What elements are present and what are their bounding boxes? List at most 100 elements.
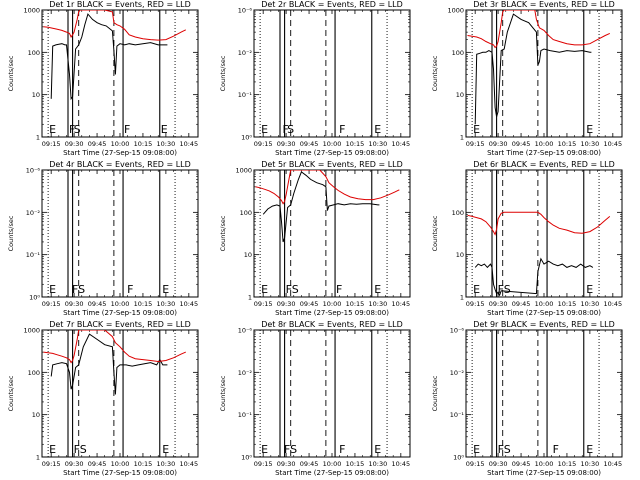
x-tick-label: 09:45 (88, 460, 107, 468)
lld-series-line (467, 10, 611, 49)
x-tick-label: 10:30 (581, 300, 600, 308)
y-axis-label: Counts/sec (219, 375, 227, 411)
lld-series-line (255, 170, 400, 205)
marker-label: F (553, 443, 559, 456)
x-tick-label: 10:30 (369, 300, 388, 308)
marker-label: E (473, 443, 480, 456)
x-tick-label: 10:15 (346, 460, 365, 468)
y-axis-label: Counts/sec (431, 375, 439, 411)
y-tick-label: 100 (452, 49, 464, 57)
x-tick-label: 09:45 (88, 140, 107, 148)
marker-label: E (161, 123, 168, 136)
panel-title: Det 6r BLACK = Events, RED = LLD (473, 160, 615, 169)
panel-4: Det 4r BLACK = Events, RED = LLD 10⁰ 10⁻¹ 1… (7, 160, 199, 317)
panel-5: Det 5r BLACK = Events, RED = LLD 1 10 100 10… (219, 160, 411, 317)
y-tick-label: 10⁰ (241, 454, 252, 462)
y-tick-label: 10⁻¹ (26, 251, 41, 259)
x-tick-label: 09:15 (466, 300, 485, 308)
x-tick-label: 10:00 (535, 140, 554, 148)
y-axis-label: Counts/sec (431, 55, 439, 91)
x-tick-label: 09:30 (65, 300, 84, 308)
y-axis-label: Counts/sec (431, 215, 439, 251)
x-tick-label: 09:15 (42, 140, 61, 148)
lld-series-line (43, 330, 186, 364)
y-tick-label: 10⁻⁶ (238, 7, 253, 15)
y-tick-label: 1000 (23, 327, 40, 335)
events-series-line (50, 333, 168, 395)
y-tick-label: 10 (456, 91, 464, 99)
y-axis-label: Counts/sec (7, 375, 15, 411)
y-tick-label: 1 (36, 454, 40, 462)
y-tick-label: 10⁻¹ (238, 91, 253, 99)
x-axis-label: Start Time (27-Sep-15 09:08:00) (275, 309, 389, 317)
x-tick-label: 10:45 (603, 140, 622, 148)
panel-title: Det 4r BLACK = Events, RED = LLD (49, 160, 191, 169)
marker-label: F (339, 123, 345, 136)
x-tick-label: 10:30 (157, 300, 176, 308)
panel-title: Det 7r BLACK = Events, RED = LLD (49, 320, 191, 329)
events-series-line (474, 257, 594, 297)
y-axis-label: Counts/sec (219, 55, 227, 91)
panel-title: Det 8r BLACK = Events, RED = LLD (261, 320, 403, 329)
lld-series-line (467, 211, 611, 236)
x-tick-label: 10:30 (581, 140, 600, 148)
x-tick-label: 10:30 (581, 460, 600, 468)
y-tick-label: 10⁻² (26, 209, 41, 217)
x-tick-label: 10:00 (323, 140, 342, 148)
marker-label: F (283, 123, 289, 136)
x-tick-label: 09:30 (65, 460, 84, 468)
x-tick-label: 10:15 (346, 140, 365, 148)
x-tick-label: 10:15 (558, 140, 577, 148)
panel-1: Det 1r BLACK = Events, RED = LLD 1 10 100 10… (7, 0, 199, 157)
marker-label: S (287, 123, 294, 136)
x-tick-label: 09:15 (466, 460, 485, 468)
x-axis-label: Start Time (27-Sep-15 09:08:00) (275, 469, 389, 477)
marker-label: E (586, 283, 593, 296)
y-tick-label: 10⁰ (29, 294, 40, 302)
marker-label: E (49, 283, 56, 296)
marker-label: E (261, 123, 268, 136)
marker-label: E (261, 443, 268, 456)
x-tick-label: 09:45 (300, 140, 319, 148)
marker-label: FS (74, 443, 87, 456)
marker-label: E (473, 283, 480, 296)
x-tick-label: 10:00 (111, 140, 130, 148)
x-tick-label: 09:30 (489, 140, 508, 148)
x-tick-label: 10:00 (111, 460, 130, 468)
x-tick-label: 10:15 (134, 140, 153, 148)
x-tick-label: 10:45 (179, 460, 198, 468)
x-tick-label: 10:30 (157, 140, 176, 148)
plot-frame (41, 169, 199, 298)
marker-label: F (339, 443, 345, 456)
marker-label: E (374, 443, 381, 456)
y-tick-label: 10⁰ (241, 134, 252, 142)
y-tick-label: 1 (248, 294, 252, 302)
plot-frame (253, 329, 411, 458)
y-tick-label: 1 (460, 134, 464, 142)
panel-9: Det 9r BLACK = Events, RED = LLD 10⁰ 10⁻¹ 1… (431, 320, 623, 477)
y-tick-label: 1000 (23, 7, 40, 15)
x-axis-label: Start Time (27-Sep-15 09:08:00) (487, 469, 601, 477)
y-axis-label: Counts/sec (7, 55, 15, 91)
y-tick-label: 10 (456, 251, 464, 259)
lld-series-line (43, 10, 187, 41)
panel-7: Det 7r BLACK = Events, RED = LLD 1 10 100 10… (7, 320, 199, 477)
x-tick-label: 10:45 (603, 460, 622, 468)
x-axis-label: Start Time (27-Sep-15 09:08:00) (275, 149, 389, 157)
x-tick-label: 10:45 (603, 300, 622, 308)
x-tick-label: 10:30 (369, 460, 388, 468)
plot-frame (41, 9, 199, 138)
plot-frame (465, 9, 623, 138)
marker-label: E (586, 443, 593, 456)
panel-title: Det 1r BLACK = Events, RED = LLD (49, 0, 191, 9)
marker-label: E (49, 123, 56, 136)
panel-6: Det 6r BLACK = Events, RED = LLD 1 10 100 Co… (431, 160, 623, 317)
panel-2: Det 2r BLACK = Events, RED = LLD 10⁰ 10⁻¹ 1… (219, 0, 411, 157)
panel-3: Det 3r BLACK = Events, RED = LLD 1 10 100 10… (431, 0, 623, 157)
y-tick-label: 100 (452, 209, 464, 217)
x-tick-label: 09:30 (277, 140, 296, 148)
events-series-line (262, 171, 380, 243)
x-tick-label: 10:15 (558, 460, 577, 468)
x-axis-label: Start Time (27-Sep-15 09:08:00) (487, 149, 601, 157)
